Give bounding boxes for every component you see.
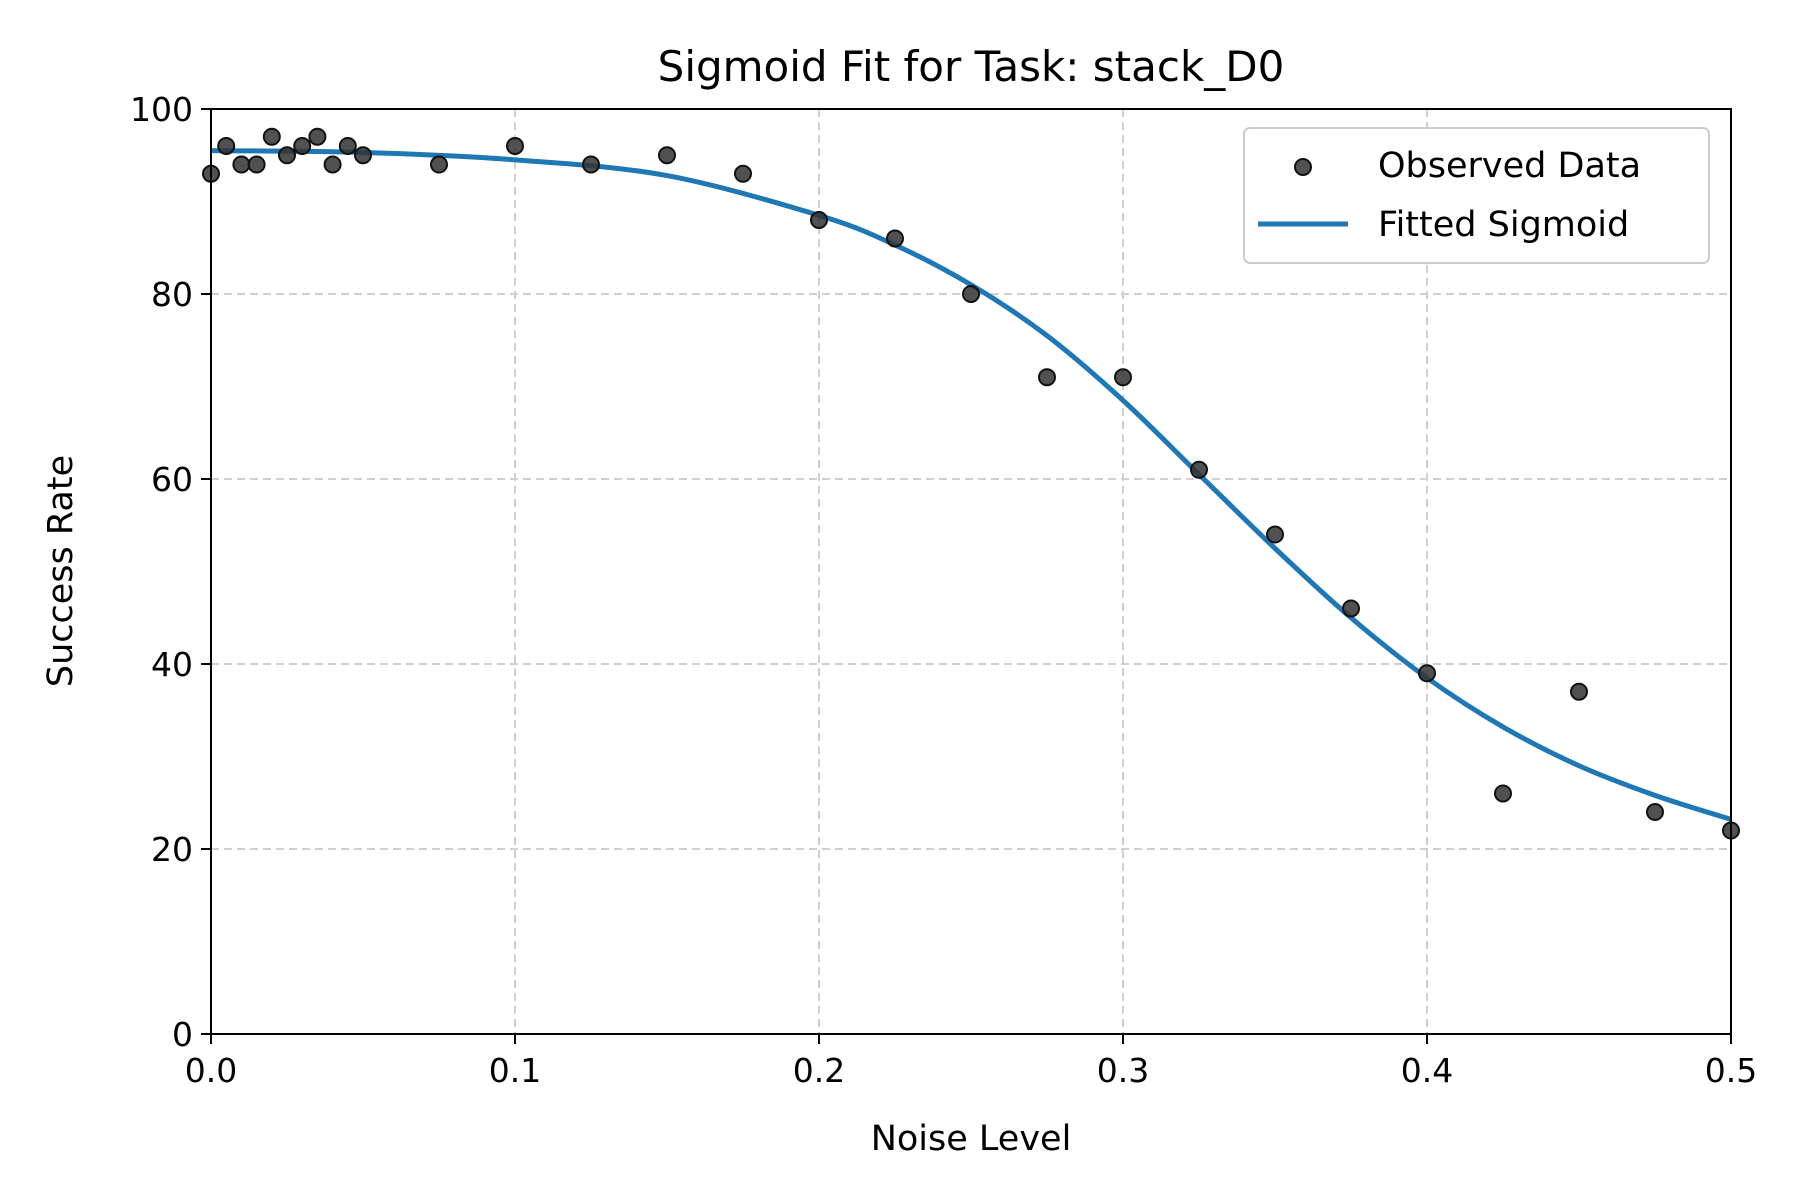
y-tick-label: 20 bbox=[151, 830, 193, 869]
chart-title: Sigmoid Fit for Task: stack_D0 bbox=[658, 42, 1285, 91]
legend-label-observed: Observed Data bbox=[1378, 146, 1641, 186]
legend-marker-observed bbox=[1294, 158, 1312, 176]
data-point bbox=[962, 285, 980, 303]
y-axis-ticks: 0 20 40 60 80 100 bbox=[130, 90, 211, 1054]
data-point bbox=[262, 127, 281, 146]
data-point bbox=[810, 211, 828, 229]
legend-box bbox=[1243, 127, 1710, 264]
data-point bbox=[1570, 682, 1588, 701]
data-point bbox=[886, 229, 904, 248]
fitted-line-layer bbox=[210, 148, 1732, 822]
data-point bbox=[1342, 599, 1360, 618]
legend: Observed Data Fitted Sigmoid bbox=[1243, 127, 1710, 264]
data-point bbox=[323, 155, 342, 174]
y-tick-label: 0 bbox=[172, 1015, 193, 1054]
data-point bbox=[278, 146, 296, 165]
data-point bbox=[232, 155, 251, 174]
data-point bbox=[354, 146, 372, 165]
x-axis-ticks: 0.0 0.1 0.2 0.3 0.4 0.5 bbox=[185, 1034, 1757, 1090]
y-tick-label: 100 bbox=[130, 90, 193, 129]
data-point bbox=[1646, 803, 1664, 821]
grid bbox=[211, 109, 1731, 1034]
fitted-sigmoid-line bbox=[210, 148, 1732, 822]
data-point bbox=[1418, 664, 1436, 683]
data-point bbox=[582, 155, 600, 174]
data-point bbox=[217, 137, 236, 155]
data-point bbox=[658, 146, 676, 165]
data-point bbox=[734, 164, 752, 183]
data-point bbox=[1494, 784, 1512, 803]
data-point bbox=[1114, 368, 1132, 387]
x-tick-label: 0.4 bbox=[1401, 1051, 1453, 1090]
x-tick-label: 0.3 bbox=[1097, 1051, 1149, 1090]
data-point bbox=[1190, 460, 1208, 479]
legend-label-fitted: Fitted Sigmoid bbox=[1378, 205, 1629, 245]
x-tick-label: 0.1 bbox=[489, 1051, 541, 1090]
data-point bbox=[338, 137, 357, 155]
data-point bbox=[293, 137, 312, 155]
x-tick-label: 0.2 bbox=[793, 1051, 845, 1090]
x-tick-label: 0.5 bbox=[1705, 1051, 1757, 1090]
y-tick-label: 40 bbox=[151, 645, 193, 684]
data-point bbox=[247, 155, 266, 174]
data-point bbox=[506, 137, 524, 155]
data-point bbox=[308, 127, 327, 146]
x-tick-label: 0.0 bbox=[185, 1051, 237, 1090]
y-tick-label: 60 bbox=[151, 460, 193, 499]
data-point bbox=[430, 155, 448, 174]
x-axis-label: Noise Level bbox=[871, 1119, 1072, 1159]
data-point bbox=[1038, 368, 1056, 387]
plot-frame bbox=[210, 108, 1732, 1035]
data-point bbox=[1266, 525, 1284, 544]
y-axis-label: Success Rate bbox=[41, 455, 81, 687]
y-tick-label: 80 bbox=[151, 275, 193, 314]
